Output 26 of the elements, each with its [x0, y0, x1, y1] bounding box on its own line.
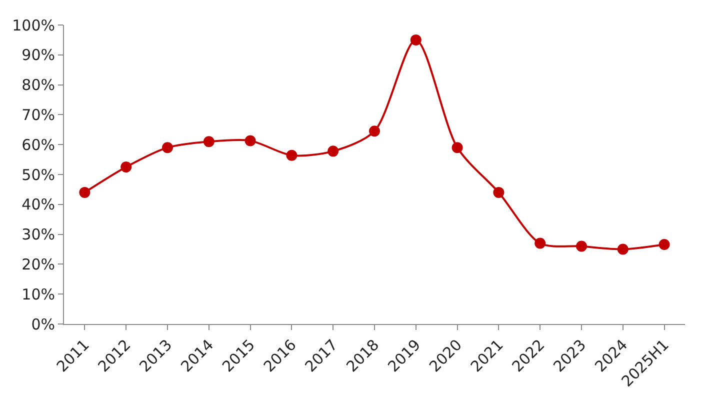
y-tick-label: 90% — [22, 46, 55, 64]
y-tick-label: 20% — [22, 255, 55, 274]
point — [410, 34, 422, 46]
y-tick-label: 0% — [31, 315, 55, 334]
y-tick-label: 60% — [22, 136, 55, 154]
point — [576, 240, 587, 252]
point — [162, 142, 173, 154]
y-tick-label: 40% — [22, 196, 55, 214]
y-tick-label: 50% — [22, 166, 55, 184]
point — [369, 126, 380, 137]
y-tick-label: 80% — [22, 76, 55, 94]
point — [120, 162, 132, 173]
point — [203, 136, 214, 148]
point — [328, 146, 339, 157]
point — [286, 150, 298, 161]
point — [617, 244, 628, 255]
point — [493, 186, 504, 198]
point — [79, 186, 90, 198]
point — [452, 142, 463, 154]
y-tick-label: 100% — [12, 16, 55, 34]
y-tick-label: 30% — [22, 226, 55, 244]
point — [658, 238, 670, 250]
y-tick-label: 70% — [22, 106, 55, 124]
point — [534, 238, 546, 249]
point — [244, 135, 256, 146]
y-tick-label: 10% — [22, 285, 55, 304]
